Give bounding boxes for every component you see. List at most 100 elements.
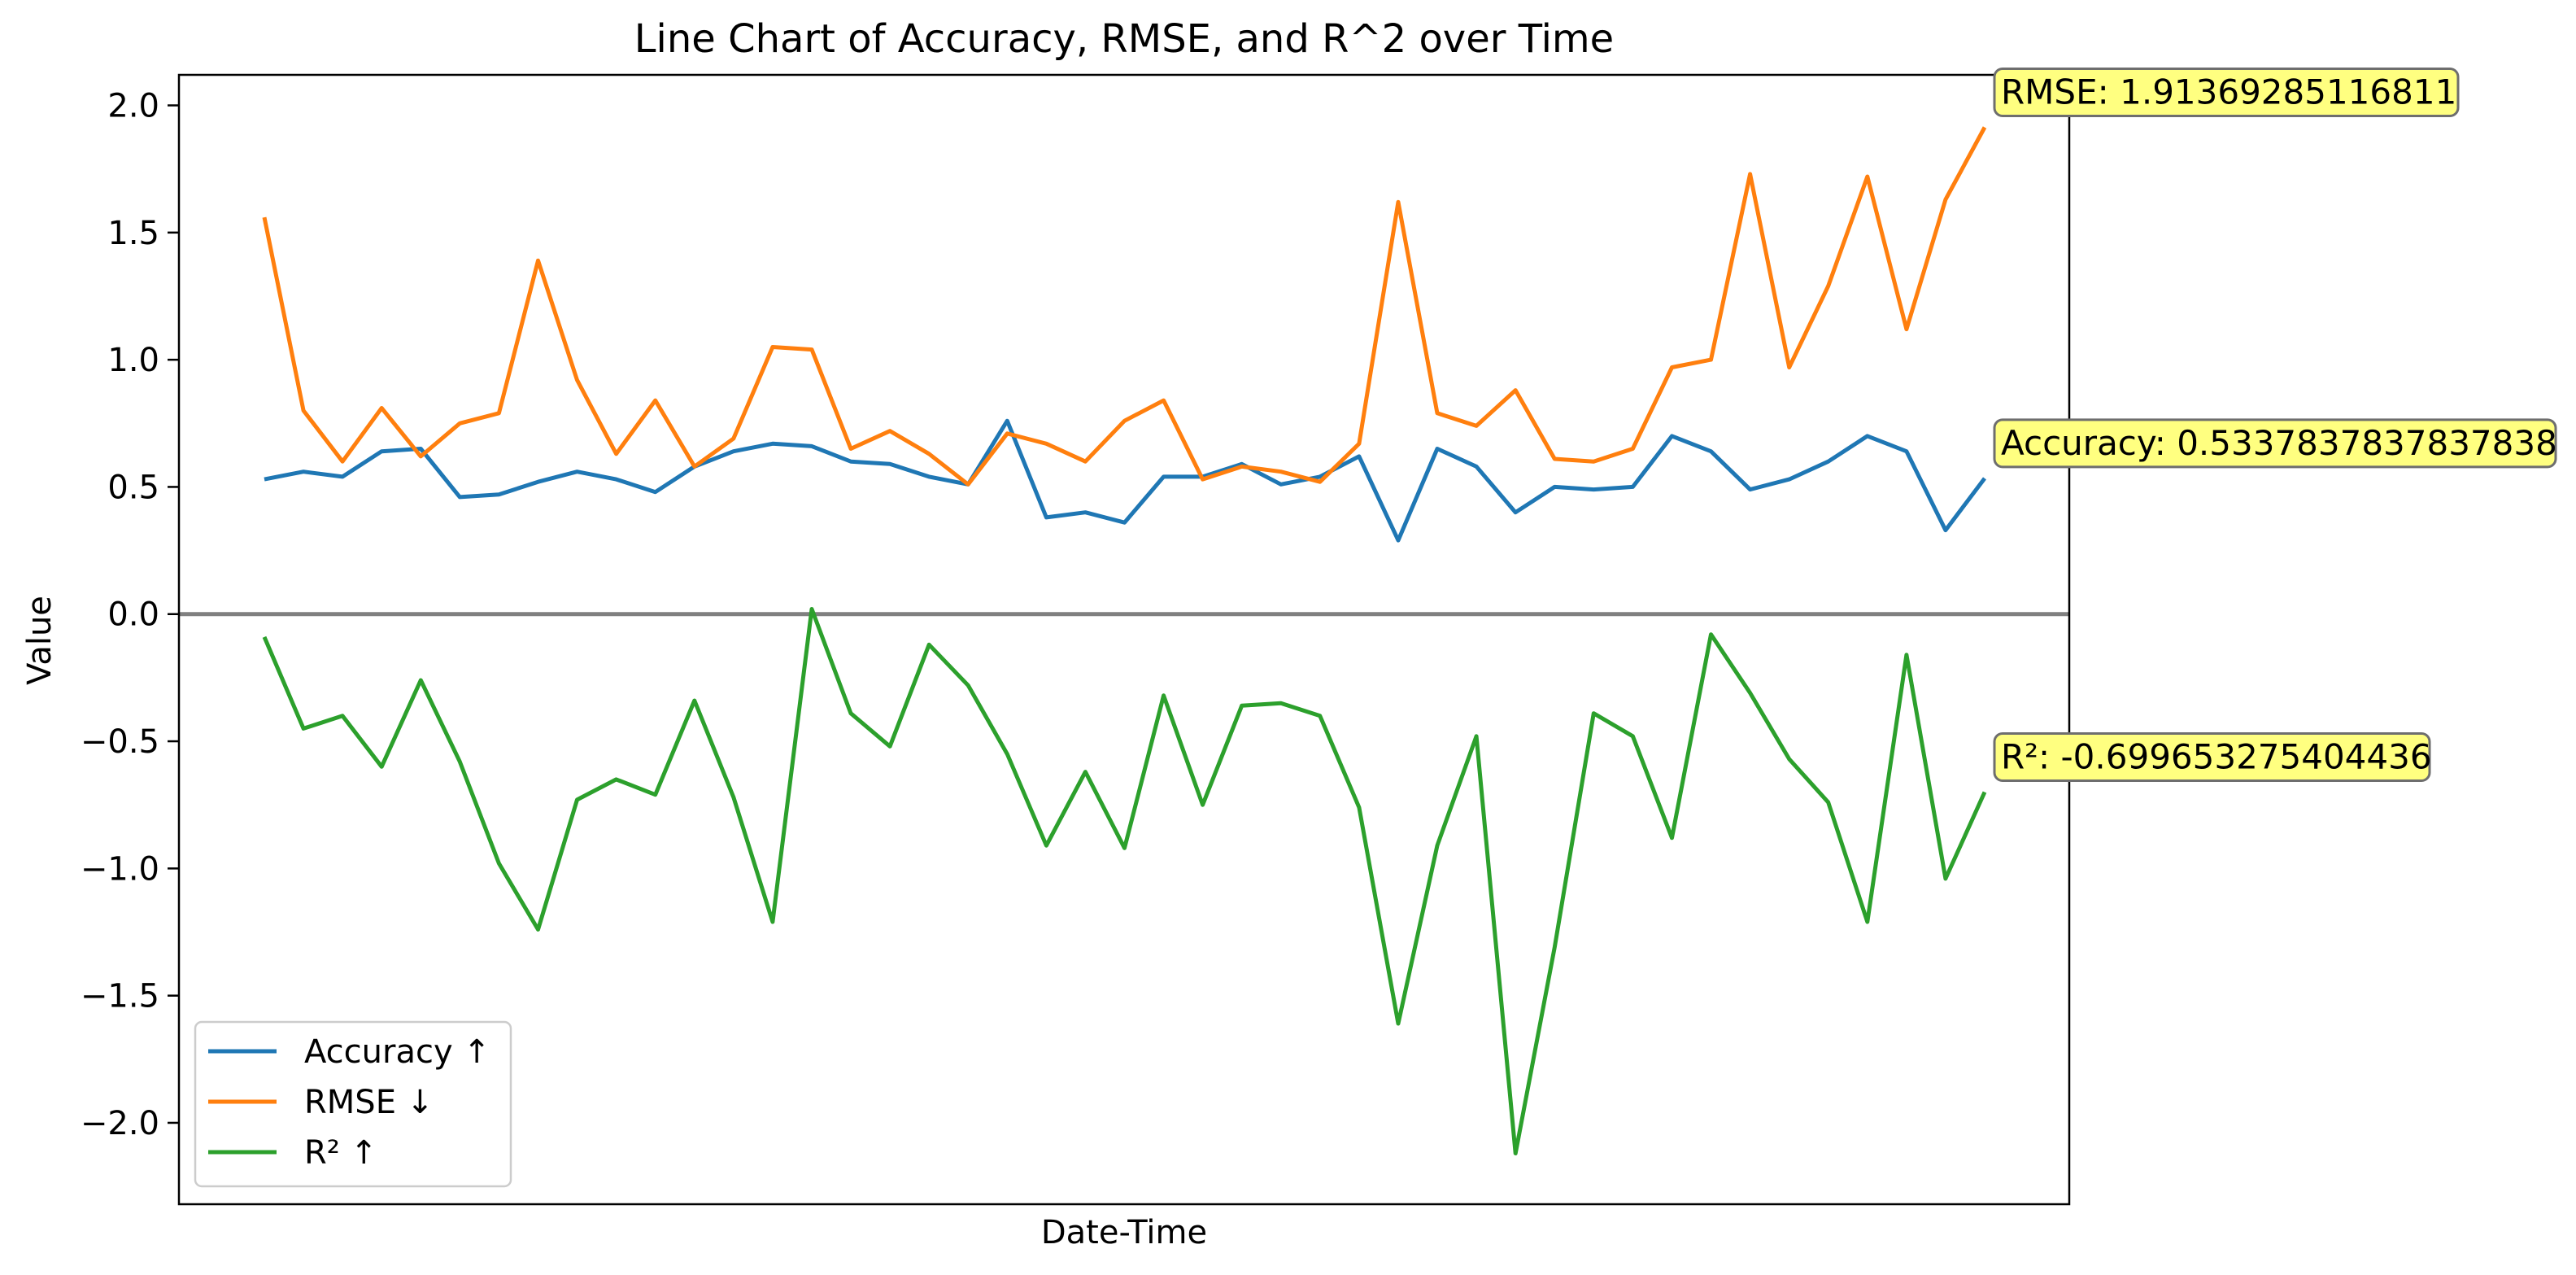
data-point (1593, 489, 1594, 490)
legend-label-2: R² ↑ (304, 1134, 377, 1172)
data-point (811, 446, 812, 447)
annotation-label: RMSE: 1.91369285116811 (2001, 72, 2456, 111)
annotation-label: R²: -0.699653275404436 (2001, 736, 2432, 776)
plot-area-frame (177, 73, 2071, 1206)
legend: Accuracy ↑ RMSE ↓ R² ↑ (194, 1020, 512, 1188)
series-line-2 (262, 607, 1987, 1155)
data-point (342, 476, 343, 477)
data-point (1397, 202, 1398, 203)
data-point (1906, 654, 1907, 655)
data-point (1906, 451, 1907, 452)
series-line-1 (262, 126, 1987, 487)
annotation-box (1993, 418, 2557, 469)
data-point (1476, 466, 1477, 467)
data-point (264, 217, 265, 218)
data-point (1280, 471, 1281, 472)
legend-box (194, 1020, 512, 1188)
data-point (733, 451, 734, 452)
data-point (342, 715, 343, 716)
data-point (1085, 512, 1086, 513)
data-point (968, 685, 969, 686)
data-point (811, 349, 812, 350)
data-point (342, 461, 343, 462)
y-tick-label: 2.0 (107, 88, 159, 125)
data-point (303, 471, 304, 472)
data-point (890, 464, 891, 465)
legend-label-1: RMSE ↓ (304, 1084, 434, 1121)
data-point (1554, 459, 1555, 460)
annotation-box (1993, 731, 2431, 782)
data-point (577, 471, 578, 472)
y-tick-label: 1.0 (107, 342, 159, 379)
data-point (1945, 199, 1946, 200)
legend-label-0: Accuracy ↑ (304, 1033, 490, 1071)
data-point (1163, 400, 1164, 401)
data-point (1241, 466, 1242, 467)
data-point (1945, 530, 1946, 531)
data-point (1515, 1153, 1516, 1154)
data-point (1280, 484, 1281, 485)
data-point (1280, 703, 1281, 704)
data-point (1124, 522, 1125, 523)
data-point (264, 636, 265, 637)
data-point (1593, 461, 1594, 462)
data-point (1319, 715, 1320, 716)
data-point (1202, 479, 1203, 480)
data-point (616, 453, 617, 454)
data-point (303, 410, 304, 411)
data-point (1397, 540, 1398, 541)
data-point (1085, 461, 1086, 462)
y-tick-label: −1.0 (81, 850, 159, 888)
series-line-0 (264, 418, 1986, 543)
data-point (1593, 713, 1594, 714)
data-point (1046, 845, 1047, 846)
data-point (772, 443, 773, 444)
data-point (1085, 771, 1086, 772)
data-point (851, 461, 852, 462)
annotation-label: Accuracy: 0.5337837837837838 (2001, 423, 2557, 463)
data-point (655, 491, 656, 492)
data-point (1046, 443, 1047, 444)
y-tick-label: 0.0 (107, 596, 159, 634)
data-point (264, 479, 265, 480)
data-point (1437, 448, 1438, 449)
data-point (1632, 448, 1633, 449)
data-point (851, 713, 852, 714)
data-point (890, 430, 891, 431)
data-point (851, 448, 852, 449)
y-axis: 2.0 1.5 1.0 0.5 0.0 −0.5 −1.0 −1.5 −2.0 (81, 88, 179, 1142)
data-point (890, 746, 891, 747)
data-point (1515, 512, 1516, 513)
data-point (577, 799, 578, 800)
data-point (1241, 464, 1242, 465)
data-point (381, 451, 382, 452)
y-axis-label: Value (21, 596, 59, 685)
data-point (1007, 753, 1008, 754)
data-point (303, 728, 304, 729)
data-point (1945, 878, 1946, 879)
data-point (655, 400, 656, 401)
data-point (1358, 443, 1359, 444)
data-point (1906, 329, 1907, 330)
data-point (577, 380, 578, 381)
series-layer (262, 126, 1987, 1155)
data-point (1241, 705, 1242, 706)
data-point (929, 644, 930, 645)
data-point (1007, 433, 1008, 434)
data-point (1867, 435, 1868, 436)
y-tick-label: 1.5 (107, 215, 159, 252)
y-tick-label: 0.5 (107, 469, 159, 506)
y-tick-label: −0.5 (81, 723, 159, 761)
data-point (1124, 848, 1125, 849)
chart-title: Line Chart of Accuracy, RMSE, and R^2 ov… (634, 16, 1614, 62)
data-point (381, 766, 382, 767)
data-point (1437, 845, 1438, 846)
annotations: RMSE: 1.91369285116811 Accuracy: 0.533783… (1993, 67, 2557, 782)
data-point (1163, 695, 1164, 696)
y-tick-label: −2.0 (81, 1105, 159, 1142)
data-point (772, 922, 773, 923)
data-point (694, 466, 695, 467)
data-point (1202, 805, 1203, 806)
data-point (1867, 922, 1868, 923)
